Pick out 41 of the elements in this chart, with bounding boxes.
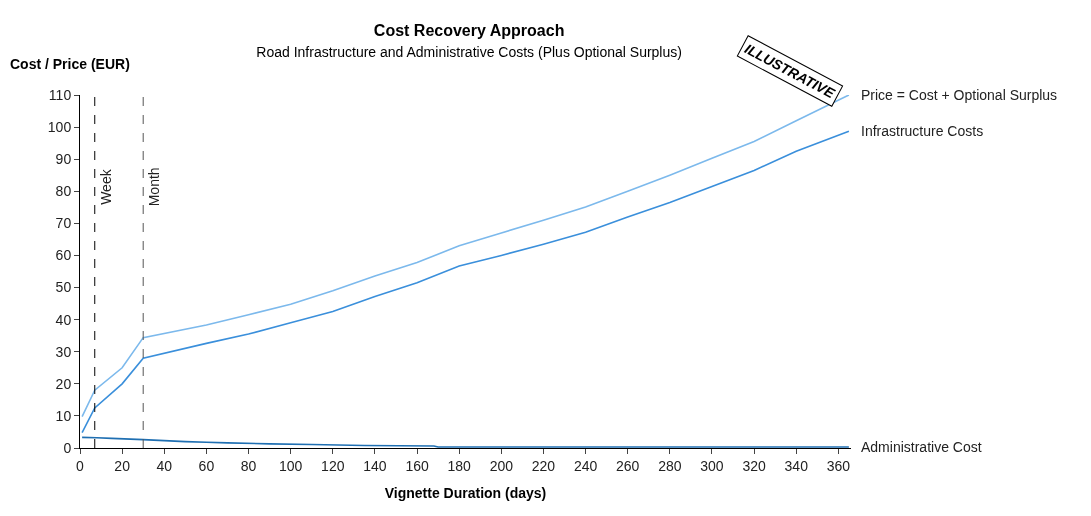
- chart-subtitle: Road Infrastructure and Administrative Costs (Plus Optional Surplus): [256, 43, 682, 60]
- x-tick-label: 240: [573, 457, 598, 474]
- x-tick-label: 260: [616, 457, 640, 474]
- y-tick-label: 80: [55, 183, 72, 200]
- x-tick-label: 40: [156, 457, 173, 474]
- x-tick-label: 280: [658, 457, 682, 474]
- x-tick-label: 200: [489, 457, 514, 474]
- x-tick-label: 20: [114, 457, 131, 474]
- y-tick-label: 90: [55, 151, 72, 168]
- y-tick-label: 20: [55, 375, 72, 392]
- x-axis-title: Vignette Duration (days): [384, 485, 547, 502]
- x-tick-label: 120: [321, 457, 345, 474]
- x-tick-label: 220: [531, 457, 556, 474]
- y-tick-label: 0: [63, 439, 72, 456]
- y-tick-label: 10: [55, 407, 72, 424]
- chart-title: Cost Recovery Approach: [373, 22, 565, 40]
- y-axis-title: Cost / Price (EUR): [10, 56, 130, 72]
- x-tick-label: 320: [742, 457, 766, 474]
- y-tick-label: 60: [55, 247, 72, 264]
- y-tick-label: 40: [55, 311, 72, 328]
- series-label: Price = Cost + Optional Surplus: [861, 87, 1058, 103]
- ref-line-label: Month: [146, 167, 163, 207]
- x-tick-label: 0: [76, 457, 85, 474]
- series-label: Infrastructure Costs: [861, 123, 984, 139]
- x-tick-label: 300: [700, 457, 724, 474]
- x-tick-label: 100: [278, 457, 303, 474]
- x-tick-label: 360: [826, 457, 851, 474]
- y-tick-label: 50: [55, 279, 72, 296]
- ref-line-label: Week: [97, 168, 114, 205]
- series-label: Administrative Cost: [861, 439, 982, 455]
- x-tick-label: 80: [240, 457, 257, 474]
- line-series: [81, 130, 850, 434]
- x-tick-label: 140: [363, 457, 387, 474]
- y-tick-label: 30: [55, 343, 72, 360]
- y-tick-label: 100: [47, 118, 72, 135]
- y-tick-label: 110: [48, 86, 72, 103]
- x-tick-label: 340: [784, 457, 809, 474]
- y-tick-label: 70: [55, 215, 72, 232]
- x-tick-label: 180: [447, 457, 472, 474]
- x-tick-label: 160: [405, 457, 429, 474]
- x-tick-label: 60: [198, 457, 215, 474]
